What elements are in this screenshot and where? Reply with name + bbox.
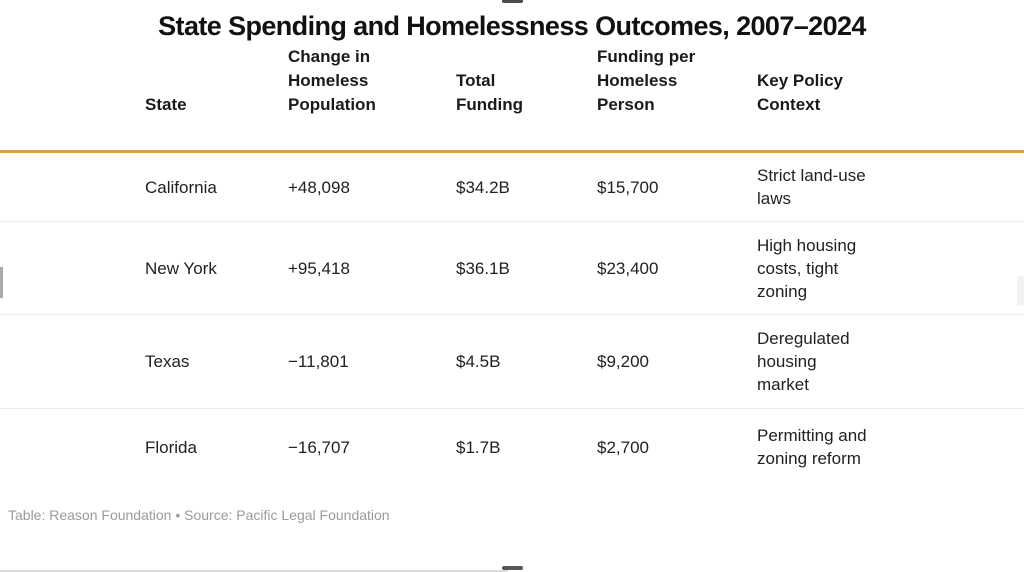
table-row-california: California +48,098 $34.2B $15,700 Strict… bbox=[0, 153, 1024, 222]
cell-change: −16,707 bbox=[288, 437, 350, 457]
table-row-new-york: New York +95,418 $36.1B $23,400 High hou… bbox=[0, 222, 1024, 315]
cell-funding-per-person: $2,700 bbox=[597, 437, 649, 457]
cell-change: +95,418 bbox=[288, 258, 350, 278]
table-row-texas: Texas −11,801 $4.5B $9,200 Deregulated h… bbox=[0, 315, 1024, 409]
cell-change: −11,801 bbox=[288, 352, 349, 371]
cell-state: Florida bbox=[145, 437, 197, 457]
cell-policy-context: Strict land-use laws bbox=[757, 166, 866, 208]
cell-funding-per-person: $15,700 bbox=[597, 177, 659, 197]
cell-total-funding: $34.2B bbox=[456, 177, 510, 197]
cell-state: Texas bbox=[145, 352, 190, 371]
cell-policy-context: High housing costs, tight zoning bbox=[757, 235, 857, 301]
column-header-total-funding: Total Funding bbox=[456, 71, 524, 114]
table-header-row: State Change in Homeless Population Tota… bbox=[0, 42, 1024, 153]
cell-state: California bbox=[145, 177, 217, 197]
cell-change: +48,098 bbox=[288, 177, 350, 197]
table-row-florida: Florida −16,707 $1.7B $2,700 Permitting … bbox=[0, 409, 1024, 485]
cell-total-funding: $1.7B bbox=[456, 437, 501, 457]
source-attribution: Table: Reason Foundation • Source: Pacif… bbox=[8, 507, 390, 523]
cell-funding-per-person: $9,200 bbox=[597, 352, 649, 371]
cell-funding-per-person: $23,400 bbox=[597, 258, 659, 278]
column-header-change: Change in Homeless Population bbox=[288, 47, 376, 114]
cell-total-funding: $36.1B bbox=[456, 258, 510, 278]
cell-total-funding: $4.5B bbox=[456, 352, 501, 371]
page-title: State Spending and Homelessness Outcomes… bbox=[158, 11, 866, 41]
cell-state: New York bbox=[145, 258, 217, 278]
cell-policy-context: Permitting and zoning reform bbox=[757, 426, 867, 468]
column-header-policy-context: Key Policy Context bbox=[757, 71, 843, 114]
clipped-marker-bottom bbox=[502, 566, 523, 570]
column-header-state: State bbox=[145, 95, 187, 114]
column-header-funding-per-person: Funding per Homeless Person bbox=[597, 47, 696, 114]
cell-policy-context: Deregulated housing market bbox=[757, 329, 850, 394]
